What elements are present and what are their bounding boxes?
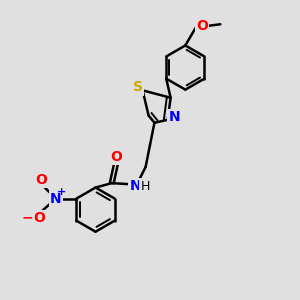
Text: O: O bbox=[196, 19, 208, 33]
Text: S: S bbox=[133, 80, 143, 94]
Text: +: + bbox=[56, 187, 66, 197]
Text: −: − bbox=[22, 210, 34, 224]
Text: O: O bbox=[110, 150, 122, 164]
Text: N: N bbox=[50, 192, 61, 206]
Text: O: O bbox=[35, 173, 47, 187]
Text: N: N bbox=[130, 179, 141, 193]
Text: O: O bbox=[34, 211, 46, 225]
Text: N: N bbox=[168, 110, 180, 124]
Text: H: H bbox=[140, 180, 150, 193]
